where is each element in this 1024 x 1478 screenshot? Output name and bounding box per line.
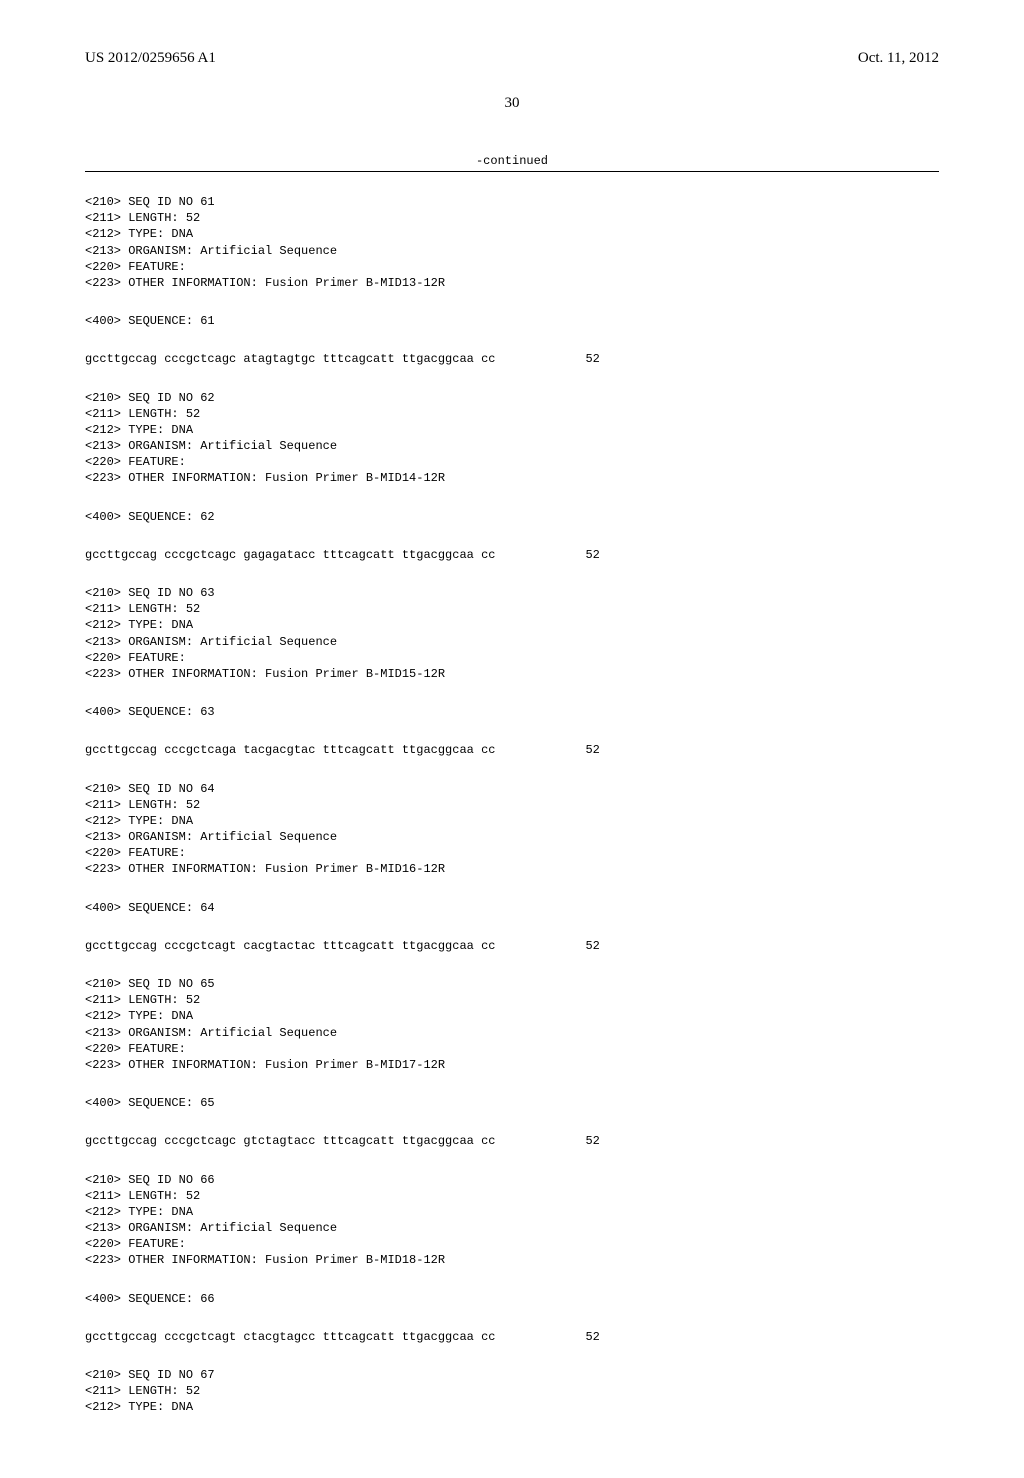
sequence-line: gccttgccag cccgctcagc gagagatacc tttcagc…	[85, 547, 939, 563]
publication-date: Oct. 11, 2012	[858, 50, 939, 67]
continued-label: -continued	[85, 154, 939, 168]
sequence-label: <400> SEQUENCE: 66	[85, 1291, 939, 1307]
sequence-length: 52	[585, 1133, 599, 1149]
sequence-meta: <210> SEQ ID NO 67 <211> LENGTH: 52 <212…	[85, 1367, 939, 1416]
sequence-meta: <210> SEQ ID NO 66 <211> LENGTH: 52 <212…	[85, 1172, 939, 1269]
sequence-line: gccttgccag cccgctcagt cacgtactac tttcagc…	[85, 938, 939, 954]
sequence-text: gccttgccag cccgctcagt cacgtactac tttcagc…	[85, 938, 495, 954]
sequence-label: <400> SEQUENCE: 62	[85, 509, 939, 525]
sequence-label: <400> SEQUENCE: 64	[85, 900, 939, 916]
sequence-meta: <210> SEQ ID NO 63 <211> LENGTH: 52 <212…	[85, 585, 939, 682]
sequence-text: gccttgccag cccgctcagc atagtagtgc tttcagc…	[85, 351, 495, 367]
divider	[85, 171, 939, 172]
sequence-length: 52	[585, 547, 599, 563]
sequence-length: 52	[585, 742, 599, 758]
sequence-meta: <210> SEQ ID NO 61 <211> LENGTH: 52 <212…	[85, 194, 939, 291]
header-row: US 2012/0259656 A1 Oct. 11, 2012	[85, 50, 939, 67]
sequence-length: 52	[585, 938, 599, 954]
continued-wrapper: -continued	[85, 154, 939, 172]
sequence-line: gccttgccag cccgctcagc atagtagtgc tttcagc…	[85, 351, 939, 367]
publication-number: US 2012/0259656 A1	[85, 50, 216, 67]
sequence-meta: <210> SEQ ID NO 65 <211> LENGTH: 52 <212…	[85, 976, 939, 1073]
sequence-label: <400> SEQUENCE: 63	[85, 704, 939, 720]
sequence-label: <400> SEQUENCE: 65	[85, 1095, 939, 1111]
sequence-text: gccttgccag cccgctcagc gtctagtacc tttcagc…	[85, 1133, 495, 1149]
sequence-line: gccttgccag cccgctcagc gtctagtacc tttcagc…	[85, 1133, 939, 1149]
sequence-length: 52	[585, 351, 599, 367]
page-number: 30	[85, 95, 939, 112]
sequence-label: <400> SEQUENCE: 61	[85, 313, 939, 329]
sequence-meta: <210> SEQ ID NO 64 <211> LENGTH: 52 <212…	[85, 781, 939, 878]
page: US 2012/0259656 A1 Oct. 11, 2012 30 -con…	[0, 0, 1024, 1478]
sequence-meta: <210> SEQ ID NO 62 <211> LENGTH: 52 <212…	[85, 390, 939, 487]
sequence-text: gccttgccag cccgctcaga tacgacgtac tttcagc…	[85, 742, 495, 758]
sequence-line: gccttgccag cccgctcagt ctacgtagcc tttcagc…	[85, 1329, 939, 1345]
sequence-line: gccttgccag cccgctcaga tacgacgtac tttcagc…	[85, 742, 939, 758]
sequence-length: 52	[585, 1329, 599, 1345]
sequence-text: gccttgccag cccgctcagt ctacgtagcc tttcagc…	[85, 1329, 495, 1345]
sequence-text: gccttgccag cccgctcagc gagagatacc tttcagc…	[85, 547, 495, 563]
sequence-listing: <210> SEQ ID NO 61 <211> LENGTH: 52 <212…	[85, 194, 939, 1416]
